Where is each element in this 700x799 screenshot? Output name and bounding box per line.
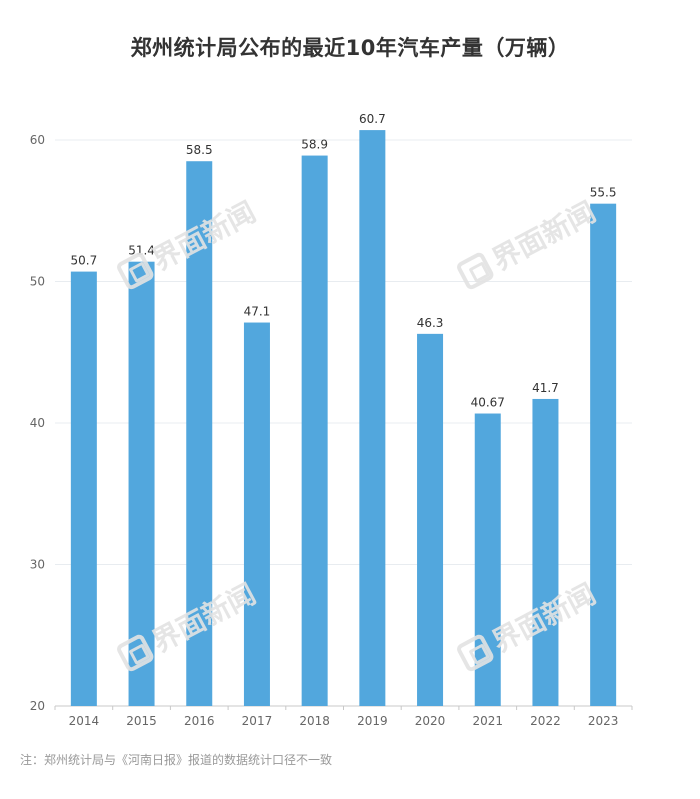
bar: [532, 398, 559, 706]
y-tick-label: 50: [30, 275, 45, 289]
x-tick-label: 2023: [588, 714, 619, 728]
bar-value-label: 58.9: [301, 138, 328, 152]
bar-value-label: 47.1: [244, 305, 271, 319]
x-tick-label: 2021: [472, 714, 503, 728]
bar-value-label: 40.67: [471, 396, 505, 410]
y-tick-label: 30: [30, 558, 45, 572]
x-tick-label: 2014: [69, 714, 100, 728]
x-tick-label: 2018: [299, 714, 330, 728]
bar-value-label: 51.4: [128, 244, 155, 258]
bar-value-label: 58.5: [186, 143, 213, 157]
x-tick-label: 2019: [357, 714, 388, 728]
bar: [186, 161, 213, 707]
bar: [359, 130, 386, 707]
y-tick-label: 60: [30, 133, 45, 147]
bar-value-label: 41.7: [532, 381, 559, 395]
x-tick-label: 2020: [415, 714, 446, 728]
bar: [128, 261, 155, 706]
bar-value-label: 60.7: [359, 112, 386, 126]
x-tick-label: 2016: [184, 714, 215, 728]
bar: [301, 155, 328, 706]
bar-value-label: 46.3: [417, 316, 444, 330]
y-tick-label: 40: [30, 416, 45, 430]
x-tick-label: 2015: [126, 714, 157, 728]
x-tick-label: 2017: [242, 714, 273, 728]
bar: [70, 271, 97, 706]
chart-title: 郑州统计局公布的最近10年汽车产量（万辆）: [130, 36, 570, 60]
bar-value-label: 55.5: [590, 186, 617, 200]
footnote: 注：郑州统计局与《河南日报》报道的数据统计口径不一致: [20, 753, 333, 767]
x-tick-label: 2022: [530, 714, 561, 728]
bar: [474, 413, 501, 706]
bar: [590, 203, 617, 707]
bar: [243, 322, 270, 706]
y-tick-label: 20: [30, 699, 45, 713]
bar: [417, 333, 444, 706]
bar-value-label: 50.7: [70, 254, 97, 268]
